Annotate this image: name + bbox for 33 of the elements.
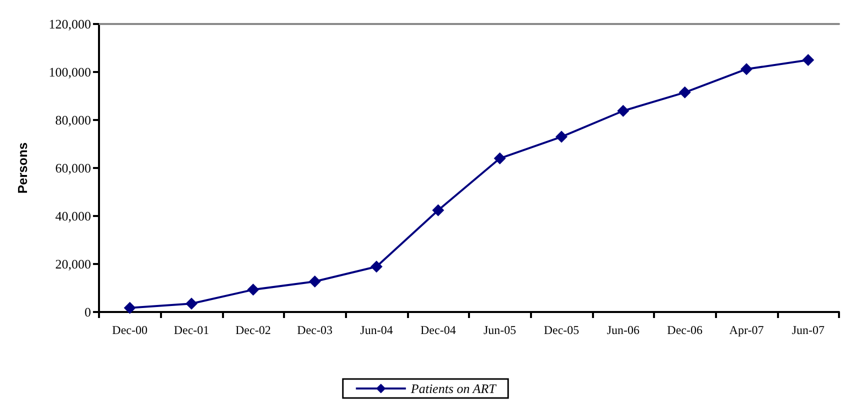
x-tick-label: Jun-05 — [483, 323, 516, 337]
y-tick-label: 40,000 — [55, 208, 91, 224]
point — [740, 63, 752, 76]
point — [124, 302, 136, 314]
x-tick-label: Dec-06 — [667, 323, 702, 337]
point — [370, 260, 382, 273]
x-tick-label: Jun-07 — [792, 323, 825, 337]
x-tick-label: Jun-06 — [606, 323, 640, 337]
y-tick-label: 20,000 — [55, 256, 91, 272]
y-tick-label: 100,000 — [48, 64, 91, 80]
point — [186, 298, 198, 310]
x-tick-label: Dec-04 — [420, 323, 456, 337]
point — [432, 204, 444, 216]
point — [308, 276, 321, 288]
x-tick-label: Dec-02 — [236, 323, 271, 337]
x-tick-label: Dec-03 — [297, 323, 332, 337]
point — [494, 152, 506, 164]
y-tick-label: 0 — [84, 304, 91, 320]
legend-label: Patients on ART — [410, 381, 497, 396]
x-tick-label: Dec-05 — [544, 323, 580, 337]
y-tick-label: 80,000 — [55, 112, 91, 128]
point — [678, 86, 691, 98]
point — [617, 104, 630, 117]
x-tick-label: Dec-01 — [174, 323, 210, 337]
point — [556, 130, 568, 143]
point — [802, 54, 814, 66]
x-tick-label: Jun-04 — [360, 323, 393, 337]
x-tick-label: Dec-00 — [112, 323, 148, 337]
y-tick-label: 60,000 — [55, 160, 91, 176]
x-tick-label: Apr-07 — [729, 323, 764, 337]
point — [247, 284, 260, 296]
y-tick-label: 120,000 — [48, 16, 91, 32]
y-axis-title: Persons — [15, 142, 30, 194]
